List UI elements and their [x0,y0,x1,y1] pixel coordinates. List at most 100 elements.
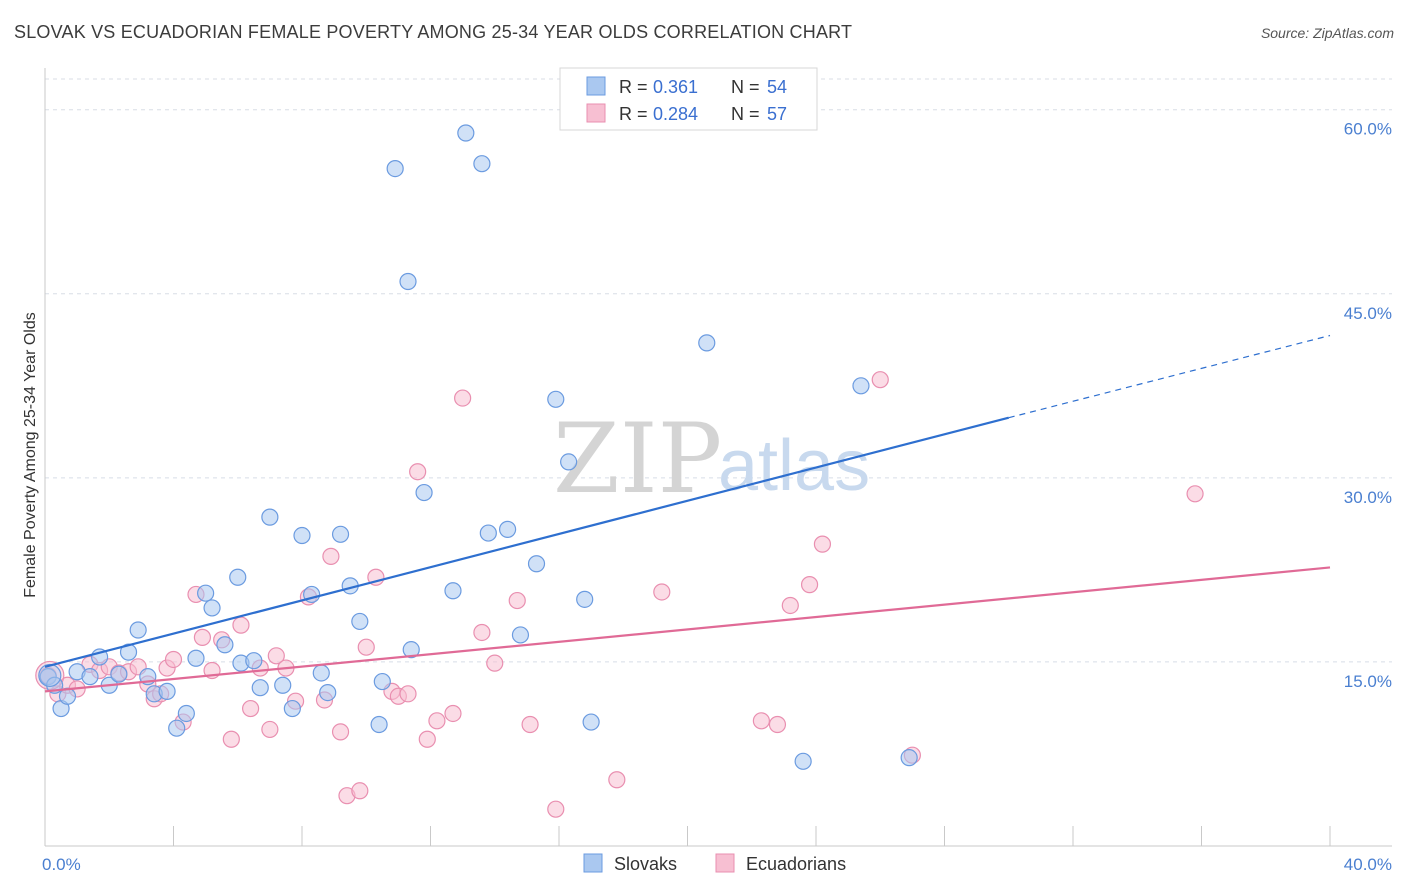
legend-r-label: R = [619,77,648,97]
slovaks-point [129,621,147,639]
ecuadorians-point [653,583,671,601]
bottom-legend-slovaks: Slovaks [614,854,677,874]
ecuadorians-point [418,730,436,748]
ecuadorians-point [351,782,369,800]
y-tick-label: 30.0% [1344,488,1392,507]
slovaks-point [251,679,269,697]
y-tick-label: 45.0% [1344,304,1392,323]
slovaks-point [168,719,186,737]
legend-swatch-slovaks [586,76,606,96]
ecuadorians-point [409,463,427,481]
ecuadorians-point [454,389,472,407]
legend-box: R = 0.361 N = 54 R = 0.284 N = 57 [559,67,818,131]
ecuadorians-point [164,650,183,669]
slovaks-point [216,636,234,654]
slovaks-point [351,612,369,631]
watermark-atlas: atlas [718,426,870,506]
slovaks-point [81,668,99,686]
watermark: ZIP atlas [553,403,870,515]
slovaks-point [852,377,870,395]
ecuadorians-point [357,638,375,656]
ecuadorians-point [521,715,539,734]
y-tick-label: 60.0% [1344,120,1392,139]
x-tick-label: 0.0% [42,855,81,874]
ecuadorians-point [871,371,889,389]
slovaks-point [319,684,337,702]
slovaks-point [110,665,128,683]
ecuadorians-point [331,723,350,741]
slovaks-points [38,124,918,770]
x-tick-label: 40.0% [1344,855,1392,874]
ecuadorians-point [261,720,279,739]
slovaks-point [261,508,279,526]
slovaks-point [444,582,462,600]
ecuadorians-point [428,712,446,730]
chart-title: SLOVAK VS ECUADORIAN FEMALE POVERTY AMON… [14,22,853,42]
axes [44,68,1392,847]
slovaks-point [415,483,433,502]
tick-labels: 15.0% 30.0% 45.0% 60.0% 0.0% 40.0% [42,120,1392,874]
slovaks-point [511,626,530,644]
slovaks-point [698,334,716,352]
legend-n-value: 54 [767,77,787,97]
slovaks-point [293,526,311,545]
slovaks-point [283,699,301,718]
slovaks-point [457,124,475,142]
trend-lines [44,334,1331,693]
slovaks-point [203,599,221,617]
slovaks-point [370,715,388,734]
slovaks-point [187,649,205,667]
slovaks-point [274,676,292,694]
ecuadorians-point [193,628,212,646]
ecuadorians-point [242,699,260,718]
ecuadorians-point [800,576,819,594]
watermark-zip: ZIP [553,403,722,515]
legend-r-value: 0.284 [653,104,698,124]
slovaks-point [197,584,215,602]
ecuadorians-point [547,800,565,818]
legend-r-value: 0.361 [653,77,698,97]
grid-lines [45,78,1392,663]
ecuadorians-point [444,704,462,723]
legend-n-label: N = [731,104,760,124]
ecuadorians-point [322,547,340,565]
source-label: Source: ZipAtlas.com [1260,25,1394,41]
y-axis-label: Female Poverty Among 25-34 Year Olds [22,312,39,598]
slovaks-point [576,590,594,608]
ecuadorians-trend-line [44,566,1331,693]
slovaks-point [547,390,565,408]
slovaks-point [582,713,600,731]
ecuadorians-point [508,591,526,610]
ecuadorians-point [781,596,799,615]
slovaks-point [900,749,918,767]
slovaks-point [229,568,247,586]
bottom-legend-swatch-ecuadorians [715,853,735,873]
ecuadorians-point [399,685,417,703]
slovaks-point [386,160,404,178]
ecuadorians-point [1186,485,1204,503]
slovaks-point [177,704,195,723]
slovaks-point [245,652,263,670]
ecuadorians-point [267,647,285,665]
ecuadorians-point [768,715,787,734]
y-tick-label: 15.0% [1344,672,1392,691]
slovaks-point [560,453,578,471]
legend-swatch-ecuadorians [586,103,606,123]
slovaks-point [499,520,517,538]
bottom-legend-ecuadorians: Ecuadorians [746,854,846,874]
slovaks-point [373,672,391,691]
ecuadorians-point [608,771,626,789]
ecuadorians-point [473,623,491,642]
slovaks-point-large [38,663,62,688]
ecuadorians-point [486,654,504,672]
bottom-legend: Slovaks Ecuadorians [583,853,846,874]
slovaks-point [527,555,546,573]
slovaks-trend-line [44,416,1010,668]
legend-r-label: R = [619,104,648,124]
slovaks-point [473,155,491,173]
legend-n-label: N = [731,77,760,97]
slovaks-point [794,752,812,770]
slovaks-point [399,272,417,291]
slovaks-trend-extension [1008,334,1331,419]
bottom-legend-swatch-slovaks [583,853,603,873]
